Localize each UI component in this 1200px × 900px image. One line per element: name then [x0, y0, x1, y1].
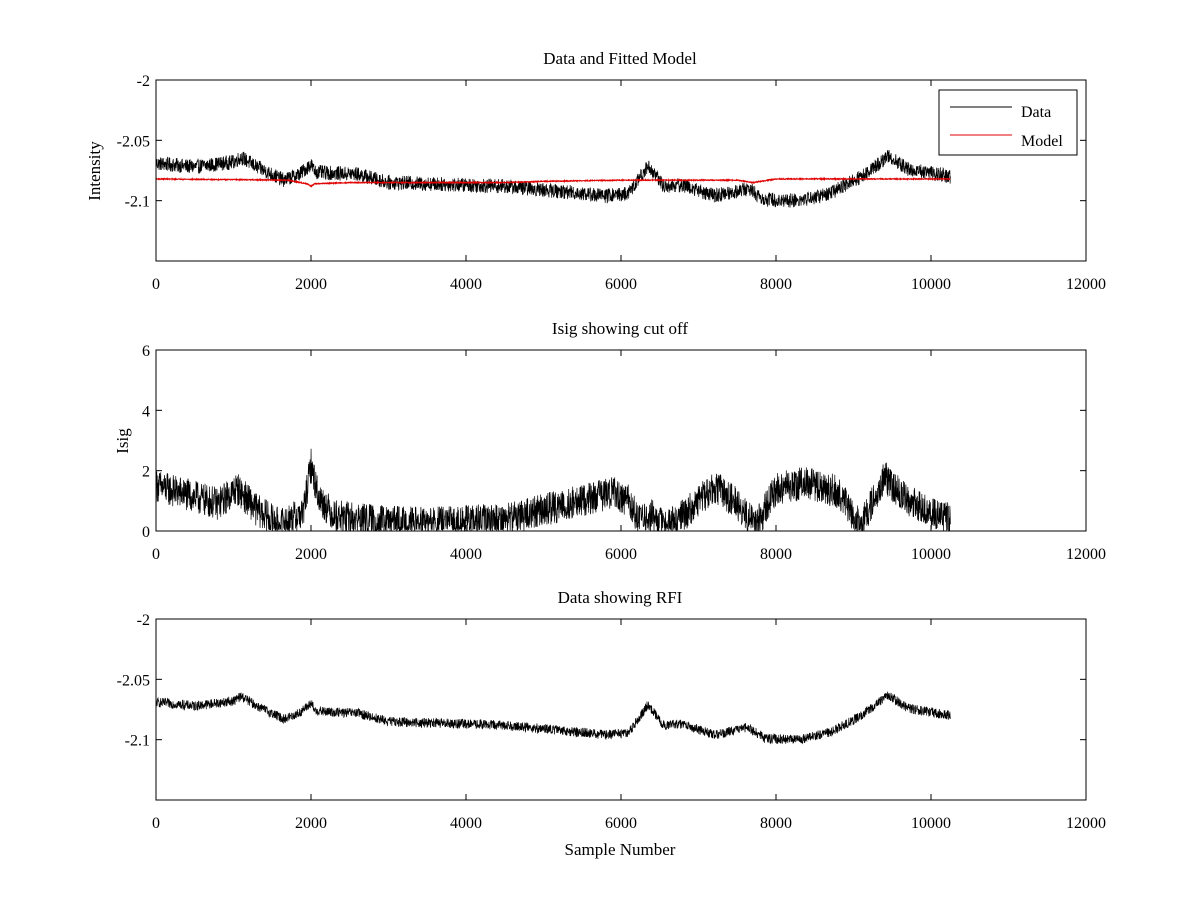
x-tick-label: 0 [152, 815, 160, 832]
y-tick-label: 0 [142, 524, 150, 541]
x-tick-label: 8000 [760, 546, 792, 563]
y-tick-label: -2.1 [125, 733, 150, 750]
series-line [155, 691, 951, 745]
x-tick-label: 4000 [450, 546, 482, 563]
x-tick-label: 10000 [911, 546, 951, 563]
y-tick-label: 4 [142, 403, 150, 420]
x-tick-label: 8000 [760, 815, 792, 832]
x-tick-label: 4000 [450, 276, 482, 293]
series-line-data [155, 149, 951, 208]
x-tick-label: 0 [152, 546, 160, 563]
x-tick-label: 12000 [1066, 815, 1106, 832]
y-tick-label: 6 [142, 343, 150, 360]
panel-isig-showing-cut-off: Isig showing cut off Isig 0 2000 4000 6000 8… [113, 319, 1106, 563]
y-tick-label: -2.05 [117, 672, 150, 689]
legend: Data Model [938, 89, 1078, 156]
x-tick-label: 8000 [760, 276, 792, 293]
x-tick-label: 0 [152, 276, 160, 293]
legend-entry-data: Data [1021, 104, 1051, 121]
y-tick-label: 2 [142, 464, 150, 481]
plot-area: 0 2000 4000 6000 8000 10000 12000 -2 -2.05 -2.1 [117, 612, 1106, 832]
series-line [155, 448, 951, 533]
y-tick-label: -2 [137, 612, 150, 629]
x-tick-label: 10000 [911, 276, 951, 293]
x-tick-label: 2000 [295, 276, 327, 293]
x-axis-label: Sample Number [565, 840, 676, 859]
panel-title: Data showing RFI [558, 588, 683, 607]
x-tick-label: 12000 [1066, 276, 1106, 293]
x-tick-label: 6000 [605, 546, 637, 563]
x-tick-label: 4000 [450, 815, 482, 832]
x-tick-label: 10000 [911, 815, 951, 832]
y-tick-label: -2 [137, 73, 150, 90]
x-tick-label: 12000 [1066, 546, 1106, 563]
y-tick-label: -2.1 [125, 194, 150, 211]
legend-box [938, 89, 1078, 156]
legend-entry-model: Model [1021, 133, 1063, 150]
y-axis-label: Isig [113, 428, 132, 454]
plot-area: 0 2000 4000 6000 8000 10000 12000 0 2 4 6 [142, 343, 1106, 563]
panel-data-showing-rfi: Data showing RFI Sample Number 0 2000 4000… [117, 588, 1106, 859]
y-tick-label: -2.05 [117, 133, 150, 150]
y-axis-label: Intensity [85, 141, 104, 201]
panel-data-and-fitted-model: Data and Fitted Model Intensity 0 2000 400… [85, 49, 1106, 293]
x-tick-label: 6000 [605, 276, 637, 293]
panel-title: Isig showing cut off [552, 319, 688, 338]
plot-area: 0 2000 4000 6000 8000 10000 12000 -2 -2.05 -2.1 [117, 73, 1106, 293]
panel-title: Data and Fitted Model [543, 49, 697, 68]
series-line-model [155, 176, 951, 188]
x-tick-label: 6000 [605, 815, 637, 832]
x-tick-label: 2000 [295, 815, 327, 832]
x-tick-label: 2000 [295, 546, 327, 563]
